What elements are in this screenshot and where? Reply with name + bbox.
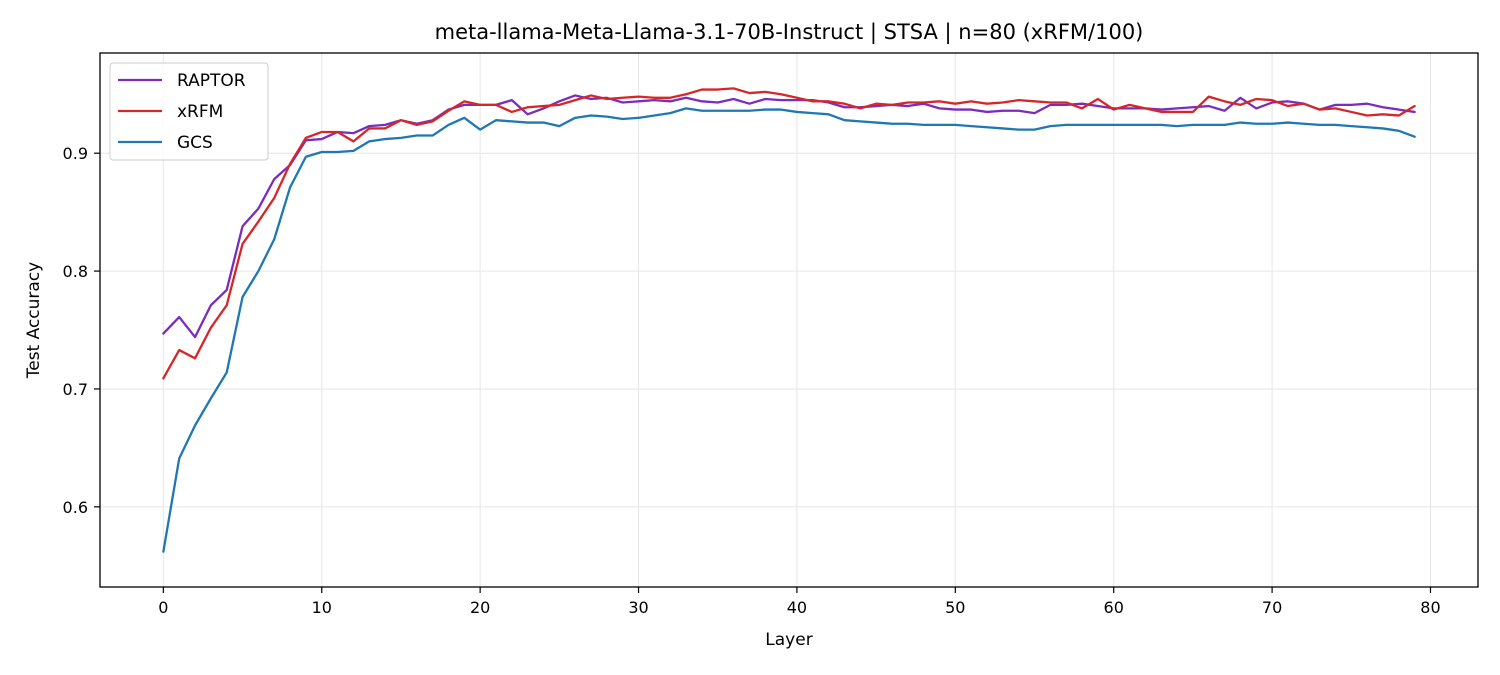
- series-line-raptor: [162, 94, 1416, 339]
- chart-title: meta-llama-Meta-Llama-3.1-70B-Instruct |…: [435, 20, 1144, 45]
- x-tick-label: 80: [1420, 598, 1440, 617]
- legend-label-xrfm: xRFM: [177, 102, 223, 122]
- legend: RAPTOR xRFM GCS: [109, 62, 269, 161]
- x-axis-title: Layer: [765, 630, 812, 650]
- x-tick-label: 70: [1262, 598, 1282, 617]
- y-tick-label: 0.6: [63, 498, 88, 517]
- legend-label-gcs: GCS: [177, 133, 213, 153]
- y-tick-label: 0.9: [63, 144, 88, 163]
- x-tick-label: 40: [787, 598, 807, 617]
- legend-label-raptor: RAPTOR: [177, 71, 246, 91]
- x-tick-label: 0: [158, 598, 168, 617]
- x-tick-label: 30: [628, 598, 648, 617]
- y-tick-label: 0.8: [63, 262, 88, 281]
- x-tick-label: 20: [470, 598, 490, 617]
- x-tick-label: 60: [1104, 598, 1124, 617]
- x-tick-label: 10: [312, 598, 332, 617]
- y-tick-label: 0.7: [63, 380, 88, 399]
- plot-area-frame: [99, 52, 1479, 588]
- y-axis-title: Test Accuracy: [24, 262, 44, 380]
- series-line-xrfm: [162, 87, 1416, 380]
- grid: [100, 53, 1478, 587]
- legend-box: [109, 62, 269, 161]
- x-tick-label: 50: [945, 598, 965, 617]
- series-line-gcs: [162, 107, 1416, 553]
- series-lines: [162, 87, 1416, 553]
- axis-ticks: 0 10 20 30 40 50 60 70 80 0.6 0.7 0.8 0.9: [63, 144, 1441, 617]
